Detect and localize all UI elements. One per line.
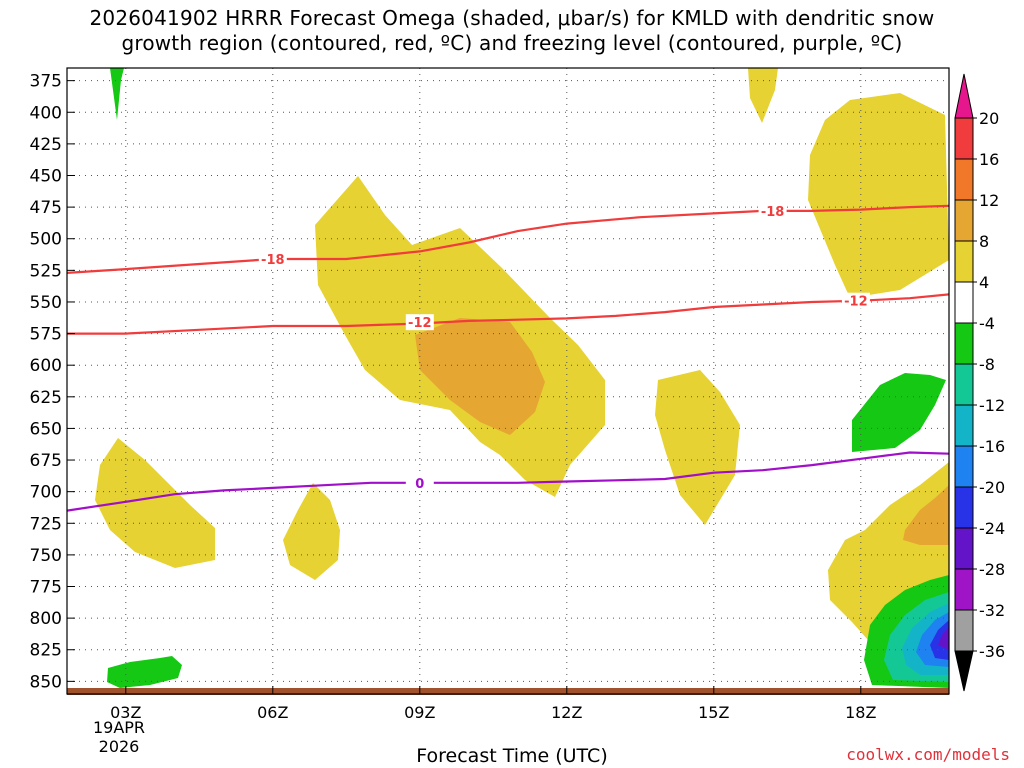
colorbar-label: 4 [979,273,989,292]
y-tick-label: 700 [30,483,62,503]
y-axis: 375 400 425 450 475 500 525 550 575 600 625 650 675 7… [30,72,75,692]
contour-label-bg [758,202,787,219]
grid [67,68,949,694]
colorbar-label: 20 [979,109,999,128]
y-tick-label: 600 [30,356,62,376]
x-tick-label: 03Z [110,703,141,722]
x-tick-label: 18Z [845,703,876,722]
y-tick-label: 500 [30,230,62,250]
colorbar-bin [954,322,974,365]
colorbar-label: -24 [979,519,1005,538]
chart-title-line-1: 2026041902 HRRR Forecast Omega (shaded, … [89,6,935,30]
contour-labels: -18 -18 -12 -12 0 [258,202,870,492]
contour-label: -18 [761,205,785,220]
chart-title-line-2: growth region (contoured, red, ºC) and f… [121,31,903,55]
x-date-year: 2026 [99,737,140,756]
plot-frame [66,67,950,695]
ground-surface [67,688,949,695]
x-axis: 19APR 2026 03Z 06Z 09Z 12Z 15Z 18Z [93,686,876,756]
omega-region-positive [110,68,124,120]
omega-region-positive [655,370,740,525]
colorbar-label: -4 [979,314,995,333]
colorbar: 20 16 12 8 4 -4 -8 -12 -16 -20 -24 -28 -32 -36 [954,73,1005,692]
y-tick-label: 575 [30,325,62,345]
colorbar-label: -16 [979,437,1005,456]
colorbar-label: -8 [979,355,995,374]
colorbar-label: 12 [979,191,999,210]
colorbar-label: -12 [979,396,1005,415]
contour-line-dgz-minus18 [67,204,949,274]
colorbar-bottom-arrow [954,650,974,692]
y-tick-label: 725 [30,514,62,534]
y-tick-label: 475 [30,198,62,218]
contour-label-bg [258,250,287,267]
colorbar-bin [954,117,974,160]
y-tick-label: 650 [30,419,62,439]
contour-line-freezing-level-0 [67,451,949,512]
colorbar-bin [954,363,974,406]
omega-region-positive [415,318,545,435]
y-tick-label: 525 [30,261,62,281]
contours [67,204,949,512]
colorbar-bin [954,445,974,488]
contour-label-bg [405,474,434,491]
omega-region-negative [852,373,946,452]
y-tick-label: 450 [30,166,62,186]
contour-label-bg [841,292,870,309]
contour-label: -18 [261,253,285,268]
omega-region-positive [903,485,949,545]
x-date-day: 19APR [93,718,145,737]
contour-label: 0 [415,477,424,492]
omega-region-positive [95,438,215,568]
x-tick-label: 15Z [698,703,729,722]
x-tick-label: 12Z [551,703,582,722]
y-tick-label: 825 [30,641,62,661]
colorbar-bin [954,240,974,283]
colorbar-bin [954,404,974,447]
y-tick-label: 375 [30,72,62,92]
y-tick-label: 850 [30,672,62,692]
omega-region-positive [283,483,340,580]
colorbar-label: -32 [979,601,1005,620]
y-tick-label: 625 [30,388,62,408]
x-axis-label: Forecast Time (UTC) [416,745,608,767]
x-tick-label: 09Z [404,703,435,722]
colorbar-bin [954,281,974,324]
y-tick-label: 550 [30,293,62,313]
colorbar-label: -36 [979,642,1005,661]
contour-label: -12 [844,295,868,310]
colorbar-top-arrow [954,73,974,119]
y-tick-label: 425 [30,135,62,155]
colorbar-bin [954,527,974,570]
colorbar-bin [954,158,974,201]
y-tick-label: 750 [30,546,62,566]
colorbar-bin [954,199,974,242]
x-tick-label: 06Z [257,703,288,722]
omega-region-positive [748,68,778,123]
omega-region-negative [938,627,949,650]
y-tick-label: 800 [30,609,62,629]
y-tick-label: 775 [30,578,62,598]
colorbar-label: -20 [979,478,1005,497]
colorbar-bin [954,609,974,652]
omega-region-negative [930,620,949,660]
colorbar-bin [954,568,974,611]
colorbar-bin [954,486,974,529]
omega-shading [95,68,949,688]
site-credit: coolwx.com/models [846,745,1010,764]
contour-label: -12 [408,316,432,331]
y-tick-label: 675 [30,451,62,471]
contour-line-dgz-minus12 [67,293,949,335]
colorbar-label: -28 [979,560,1005,579]
y-tick-label: 400 [30,103,62,123]
contour-label-bg [405,314,434,331]
colorbar-label: 16 [979,150,999,169]
colorbar-label: 8 [979,232,989,251]
